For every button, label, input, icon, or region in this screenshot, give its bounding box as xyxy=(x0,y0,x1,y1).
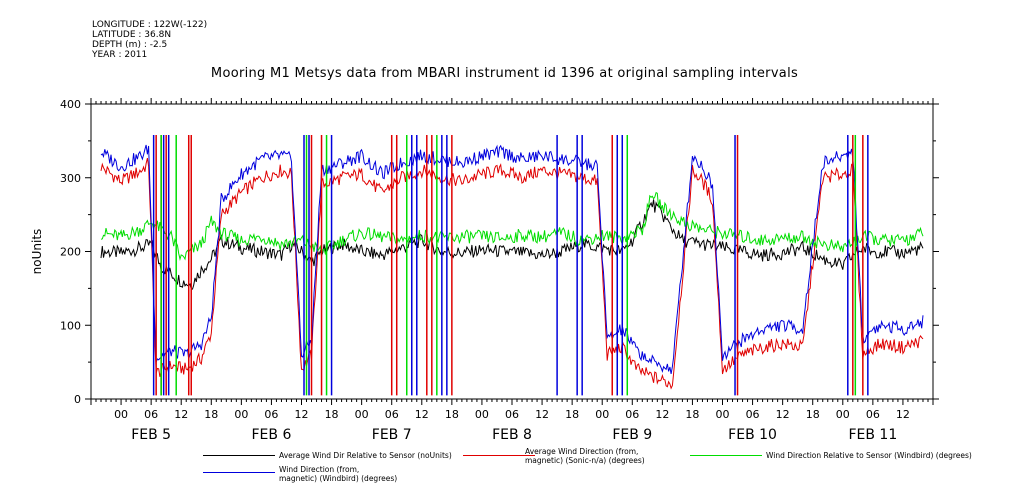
series-line-1 xyxy=(100,157,924,390)
x-tick-label: 00 xyxy=(355,408,369,421)
x-tick-label: 18 xyxy=(565,408,579,421)
x-tick-label: 18 xyxy=(445,408,459,421)
x-tick-label: 00 xyxy=(114,408,128,421)
legend-swatch xyxy=(203,472,275,473)
x-date-label: FEB 5 xyxy=(131,427,171,443)
x-tick-label: 00 xyxy=(595,408,609,421)
y-tick-label: 300 xyxy=(60,172,81,185)
x-tick-label: 18 xyxy=(685,408,699,421)
series-line-0 xyxy=(100,199,924,290)
y-tick-label: 100 xyxy=(60,319,81,332)
metadata-block: LONGITUDE : 122W(-122) LATITUDE : 36.8N … xyxy=(92,20,207,60)
x-tick-label: 18 xyxy=(204,408,218,421)
x-tick-label: 00 xyxy=(234,408,248,421)
legend-swatch xyxy=(463,455,535,456)
x-tick-label: 00 xyxy=(836,408,850,421)
legend-label: Average Wind Direction (from, magnetic) … xyxy=(525,447,645,465)
x-tick-label: 12 xyxy=(174,408,188,421)
x-tick-label: 06 xyxy=(385,408,399,421)
legend-label: Wind Direction (from, magnetic) (Windbir… xyxy=(279,465,398,483)
chart-title: Mooring M1 Metsys data from MBARI instru… xyxy=(210,66,799,81)
legend-label: Wind Direction Relative to Sensor (Windb… xyxy=(766,451,972,460)
legend-swatch xyxy=(203,455,275,456)
x-date-label: FEB 6 xyxy=(251,427,291,443)
x-tick-label: 06 xyxy=(264,408,278,421)
x-tick-label: 00 xyxy=(716,408,730,421)
x-tick-label: 12 xyxy=(535,408,549,421)
x-date-label: FEB 11 xyxy=(848,427,897,443)
x-tick-label: 18 xyxy=(806,408,820,421)
series-group xyxy=(100,134,924,396)
legend-swatch xyxy=(690,455,762,456)
legend-label: Average Wind Dir Relative to Sensor (noU… xyxy=(279,451,452,460)
x-tick-label: 06 xyxy=(144,408,158,421)
x-tick-label: 00 xyxy=(475,408,489,421)
x-date-label: FEB 9 xyxy=(612,427,652,443)
x-date-label: FEB 7 xyxy=(372,427,412,443)
series-line-2 xyxy=(100,191,924,261)
x-tick-label: 12 xyxy=(295,408,309,421)
y-tick-label: 200 xyxy=(60,246,81,259)
x-tick-label: 12 xyxy=(896,408,910,421)
x-tick-label: 18 xyxy=(325,408,339,421)
meta-latitude: LATITUDE : 36.8N xyxy=(92,30,172,40)
x-tick-label: 12 xyxy=(655,408,669,421)
x-tick-label: 06 xyxy=(746,408,760,421)
x-tick-label: 06 xyxy=(625,408,639,421)
x-tick-label: 12 xyxy=(776,408,790,421)
x-date-label: FEB 10 xyxy=(728,427,777,443)
y-tick-label: 400 xyxy=(60,98,81,111)
series-line-3 xyxy=(100,144,924,374)
x-tick-label: 06 xyxy=(505,408,519,421)
meta-longitude: LONGITUDE : 122W(-122) xyxy=(92,20,208,30)
meta-year: YEAR : 2011 xyxy=(92,50,148,60)
y-tick-label: 0 xyxy=(74,393,81,406)
x-tick-label: 12 xyxy=(415,408,429,421)
y-axis-label: noUnits xyxy=(30,229,44,275)
x-tick-label: 06 xyxy=(866,408,880,421)
x-date-label: FEB 8 xyxy=(492,427,532,443)
meta-depth: DEPTH (m) : -2.5 xyxy=(92,40,168,50)
